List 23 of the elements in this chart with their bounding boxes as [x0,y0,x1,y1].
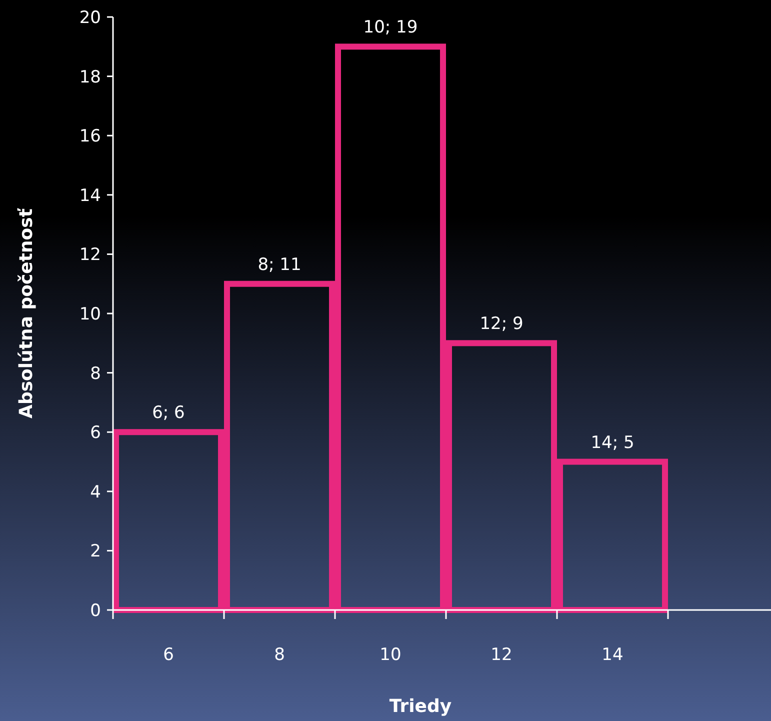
x-tick-label: 8 [274,645,285,665]
y-tick-label: 16 [79,126,101,147]
y-tick-label: 4 [90,482,101,502]
data-label: 10; 19 [363,18,418,38]
x-tick-label: 10 [380,645,402,665]
x-tick-label: 12 [490,645,512,665]
y-tick-label: 10 [79,304,101,324]
y-tick-label: 20 [79,8,101,28]
data-label: 14; 5 [590,432,634,453]
x-tick-label: 14 [602,645,624,665]
data-label: 8; 11 [258,254,302,275]
y-tick-label: 8 [90,364,101,384]
y-tick-label: 14 [79,186,101,206]
x-axis-title: Triedy [389,696,452,717]
y-tick-label: 18 [79,67,101,88]
y-tick-label: 12 [79,245,101,266]
data-label: 12; 9 [480,314,524,334]
y-axis-title: Absolútna početnosť [16,207,37,418]
x-tick-label: 6 [163,645,174,665]
data-label: 6; 6 [152,403,185,424]
y-tick-label: 0 [90,600,101,621]
y-tick-label: 6 [90,423,101,444]
y-tick-label: 2 [90,542,101,562]
